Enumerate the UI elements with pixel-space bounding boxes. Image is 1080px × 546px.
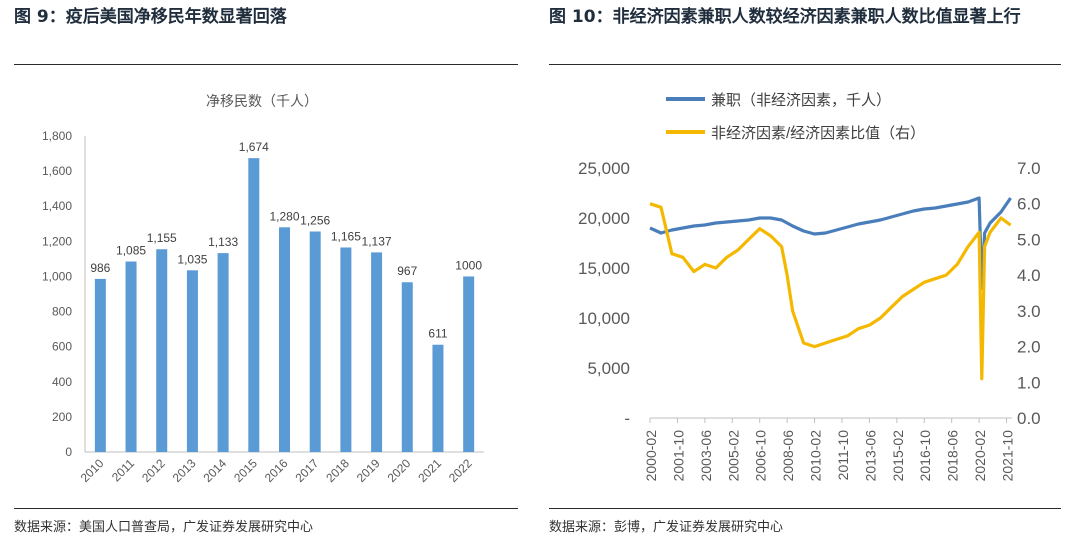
x-tick-label: 2015 <box>231 456 260 485</box>
x-tick-label: 2011 <box>109 456 137 484</box>
x-tick-label: 2020-02 <box>972 430 988 482</box>
x-tick-label: 2018 <box>323 456 352 485</box>
bar-2022 <box>463 276 475 452</box>
bar-2017 <box>309 231 321 452</box>
right-y-tick-label: 4.0 <box>1017 266 1041 285</box>
x-tick-label: 2010 <box>78 456 107 485</box>
bar-2020 <box>401 282 413 452</box>
net-immigration-bar-chart: 净移民数（千人） 0 200 400 600 800 1,000 1,200 1,400 1,60… <box>42 93 484 485</box>
right-figure-panel: 图 10：非经济因素兼职人数较经济因素兼职人数比值显著上行 兼职（非经济因素，千… <box>540 0 1080 546</box>
bar-2021 <box>432 344 444 452</box>
y-tick-label: 1,600 <box>42 164 72 178</box>
x-tick-label: 2015-02 <box>890 430 906 482</box>
bar-value-label: 1,155 <box>147 231 177 245</box>
x-tick-label: 2010-02 <box>808 430 824 482</box>
right-y-tick-label: 6.0 <box>1017 195 1041 214</box>
bar-value-label: 1,674 <box>239 140 269 154</box>
left-y-tick-label: 15,000 <box>578 259 630 278</box>
right-source-note: 数据来源：彭博，广发证券发展研究中心 <box>549 520 784 535</box>
bar-2014 <box>217 253 229 452</box>
x-tick-label: 2021 <box>415 456 444 485</box>
bar-value-label: 1,165 <box>331 229 361 243</box>
bar-2015 <box>248 158 260 452</box>
series-line-1 <box>649 196 1012 290</box>
bar-value-label: 1,133 <box>208 235 238 249</box>
bar-2013 <box>186 270 198 452</box>
x-tick-label: 2019 <box>354 456 383 485</box>
x-tick-label: 2018-06 <box>945 430 961 482</box>
x-tick-label: 2021-10 <box>1000 430 1016 482</box>
x-tick-label: 2006-10 <box>753 430 769 482</box>
bar-value-label: 611 <box>428 327 447 341</box>
chart-title: 净移民数（千人） <box>206 93 318 109</box>
bar-value-label: 1,085 <box>116 244 146 258</box>
bar-2019 <box>371 252 383 452</box>
right-figure-title: 图 10：非经济因素兼职人数较经济因素兼职人数比值显著上行 <box>549 7 1021 27</box>
bar-value-label: 1,035 <box>177 252 207 266</box>
x-tick-label: 2017 <box>293 456 322 485</box>
y-tick-label: 1,800 <box>42 129 72 143</box>
right-y-tick-label: 1.0 <box>1017 373 1041 392</box>
x-tick-label: 2020 <box>385 456 414 485</box>
bar-2018 <box>340 247 352 452</box>
y-tick-label: 0 <box>65 445 72 459</box>
x-tick-label: 2013 <box>170 456 199 485</box>
x-tick-label: 2013-06 <box>862 430 878 482</box>
y-tick-label: 1,000 <box>42 269 72 283</box>
x-tick-label: 2003-06 <box>698 430 714 482</box>
right-y-tick-label: 2.0 <box>1017 338 1041 357</box>
x-tick-label: 2005-02 <box>725 430 741 482</box>
series-line-2 <box>649 202 1012 381</box>
right-y-tick-label: 0.0 <box>1017 409 1041 428</box>
bar-2010 <box>94 278 106 452</box>
legend-label-1: 兼职（非经济因素，千人） <box>711 92 891 109</box>
right-source-rule <box>549 508 1061 509</box>
right-y-tick-label: 5.0 <box>1017 230 1041 249</box>
bar-value-label: 1,256 <box>300 214 330 228</box>
bar-value-label: 1000 <box>455 258 482 272</box>
right-title-rule <box>549 64 1061 65</box>
legend-label-2: 非经济因素/经济因素比值（右） <box>711 125 925 142</box>
x-tick-label: 2001-10 <box>670 430 686 482</box>
left-y-tick-label: 25,000 <box>578 159 630 178</box>
x-tick-label: 2014 <box>200 456 229 485</box>
right-y-tick-label: 7.0 <box>1017 159 1041 178</box>
x-tick-label: 2016 <box>262 456 291 485</box>
left-source-rule <box>14 508 518 509</box>
left-y-tick-label: 5,000 <box>587 359 630 378</box>
left-y-tick-label: - <box>624 409 630 428</box>
y-tick-label: 200 <box>52 410 72 424</box>
x-tick-label: 2012 <box>139 456 168 485</box>
right-y-tick-label: 3.0 <box>1017 302 1041 321</box>
y-tick-label: 600 <box>52 340 72 354</box>
bar-value-label: 1,280 <box>269 209 299 223</box>
left-source-note: 数据来源：美国人口普查局，广发证券发展研究中心 <box>14 520 314 535</box>
bar-2012 <box>156 249 168 452</box>
bar-value-label: 1,137 <box>362 234 392 248</box>
x-tick-label: 2000-02 <box>643 430 659 482</box>
y-tick-label: 400 <box>52 375 72 389</box>
left-figure-title: 图 9：疫后美国净移民年数显著回落 <box>14 7 287 27</box>
left-figure-panel: 图 9：疫后美国净移民年数显著回落 净移民数（千人） 0 200 400 600 800 1… <box>0 0 530 546</box>
bar-2016 <box>279 227 290 452</box>
x-tick-label: 2008-06 <box>780 430 796 482</box>
y-tick-label: 1,200 <box>42 234 72 248</box>
left-y-tick-label: 10,000 <box>578 309 630 328</box>
bar-2011 <box>125 261 137 452</box>
x-tick-label: 2011-10 <box>835 430 851 481</box>
left-y-tick-label: 20,000 <box>578 209 630 228</box>
x-tick-label: 2016-10 <box>917 430 933 482</box>
bar-value-label: 986 <box>90 261 110 275</box>
y-tick-label: 1,400 <box>42 199 72 213</box>
bar-value-label: 967 <box>397 264 417 278</box>
x-tick-label: 2022 <box>446 456 475 485</box>
left-title-rule <box>14 64 518 65</box>
part-time-ratio-line-chart: 兼职（非经济因素，千人） 非经济因素/经济因素比值（右） - 5,000 10,000 1… <box>578 92 1041 482</box>
y-tick-label: 800 <box>52 305 72 319</box>
